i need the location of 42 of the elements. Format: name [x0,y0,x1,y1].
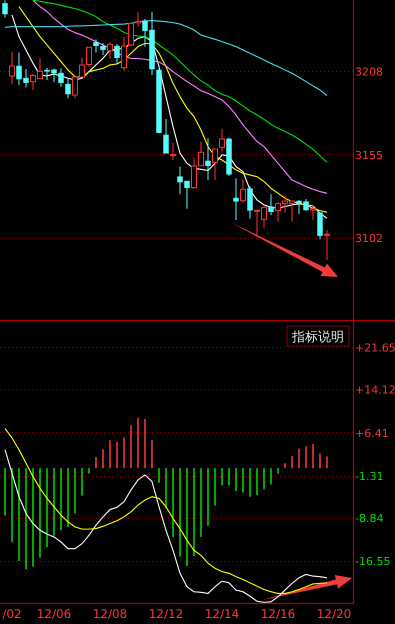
line-series [4,20,328,96]
candlestick [9,51,15,85]
x-tick-label: 12/12 [148,607,184,621]
x-tick-label: /02 [2,607,22,621]
y-tick-label: -16.55 [355,555,390,568]
candlestick [170,142,176,160]
y-tick-label: 3155 [355,148,383,162]
candlestick [317,212,323,240]
y-tick-label: +21.65 [355,342,395,355]
candlestick [205,138,211,181]
x-tick-label: 12/20 [316,607,352,621]
candlestick [310,204,316,221]
y-tick-label: +6.41 [355,426,389,440]
candlestick [100,42,106,56]
candlestick [240,178,246,204]
candlestick [219,128,225,152]
x-tick-label: 12/06 [36,607,72,621]
candlestick [247,186,253,220]
candlestick [324,229,330,260]
y-tick-label: -8.84 [355,512,384,526]
candlestick [93,38,99,54]
x-tick-label: 12/16 [260,607,296,621]
line-series [32,0,328,163]
candlestick [163,118,169,154]
candlestick [107,42,113,60]
y-tick-label: -1.31 [355,470,384,484]
line-series [4,428,328,594]
candlestick [212,148,218,181]
candlestick [114,44,120,64]
line-series [32,0,328,194]
candlestick [2,0,8,18]
candlestick [268,194,274,216]
line-series [4,449,328,603]
annotation: 指标说明 [291,330,344,345]
candlestick [65,78,71,99]
y-tick-label: +14.12 [355,384,395,397]
candlestick [233,178,239,221]
candlestick [121,36,127,72]
x-tick-label: 12/14 [204,607,240,621]
x-tick-label: 12/08 [92,607,128,621]
y-tick-label: 3102 [355,232,383,246]
y-tick-label: 3208 [355,66,383,79]
